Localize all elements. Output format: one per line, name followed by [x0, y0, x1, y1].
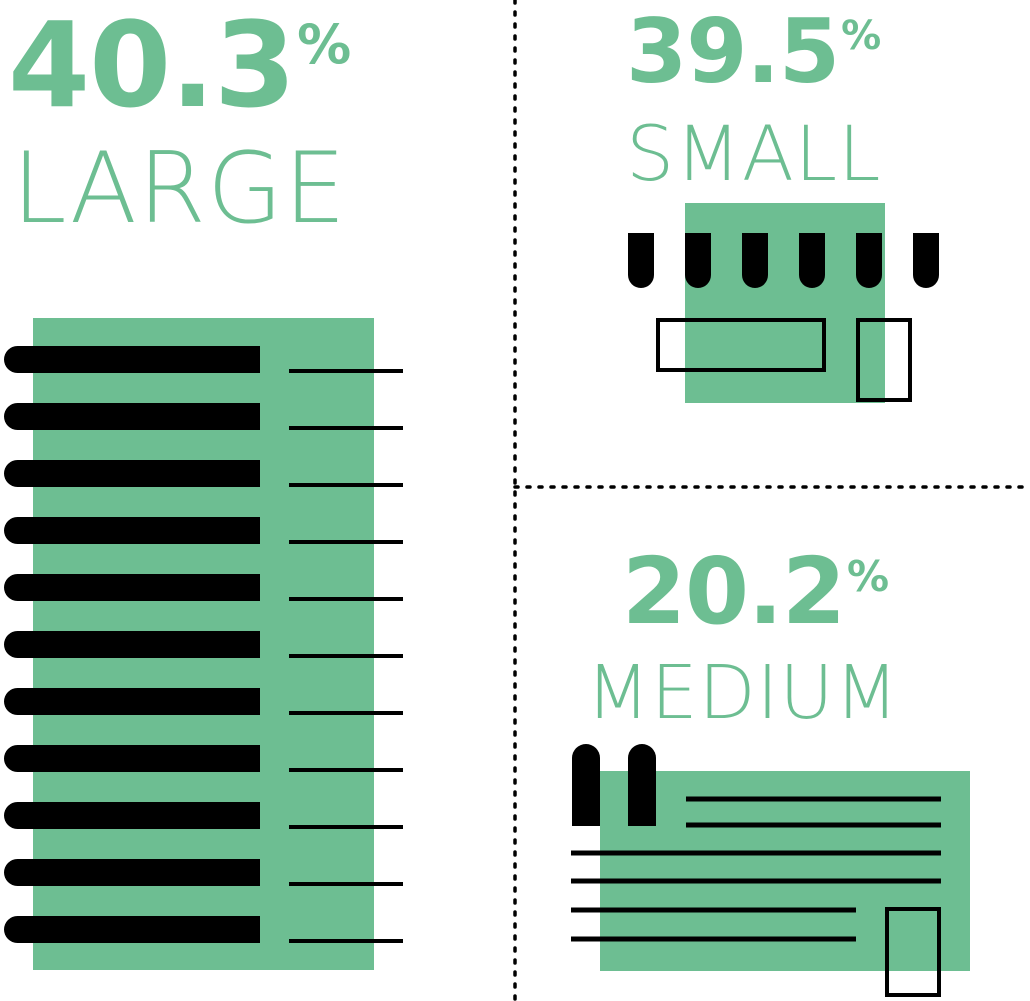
large-percentage-value: 40.3 [8, 0, 296, 134]
large-label: LARGE [12, 132, 347, 246]
small-store-body [685, 203, 885, 403]
small-percentage-value: 39.5 [626, 0, 840, 103]
large-bar-body [30, 574, 260, 601]
large-percentage-sign: % [297, 13, 351, 76]
medium-percentage: 20.2% [622, 538, 889, 645]
small-awning-stripe [913, 233, 939, 288]
large-bar-body [30, 346, 260, 373]
large-bar-body [30, 916, 260, 943]
large-percentage: 40.3% [8, 0, 351, 134]
large-bar-body [30, 745, 260, 772]
small-store-awning [628, 233, 939, 288]
small-percentage-sign: % [841, 13, 881, 59]
large-building-icon [4, 318, 403, 970]
medium-percentage-sign: % [847, 552, 889, 601]
large-bar-body [30, 802, 260, 829]
small-store-window [656, 318, 826, 372]
small-percentage: 39.5% [626, 0, 881, 103]
small-awning-stripe [685, 233, 711, 288]
large-bar-body [30, 631, 260, 658]
large-bar-body [30, 688, 260, 715]
medium-chimney-right [628, 744, 656, 826]
small-store-door [856, 318, 912, 402]
large-bar-body [30, 859, 260, 886]
medium-chimney-left [572, 744, 600, 826]
large-building-bars [4, 346, 260, 943]
large-bar-body [30, 403, 260, 430]
medium-building-door [885, 907, 941, 997]
small-awning-stripe [742, 233, 768, 288]
small-label: SMALL [626, 109, 882, 198]
large-bar-body [30, 517, 260, 544]
medium-label: MEDIUM [586, 650, 900, 736]
small-storefront-icon [628, 203, 939, 403]
small-awning-stripe [628, 233, 654, 288]
large-building-lines [289, 369, 403, 943]
medium-building-icon [571, 744, 970, 997]
small-awning-stripe [856, 233, 882, 288]
medium-percentage-value: 20.2 [622, 538, 846, 645]
small-awning-stripe [799, 233, 825, 288]
large-bar-body [30, 460, 260, 487]
